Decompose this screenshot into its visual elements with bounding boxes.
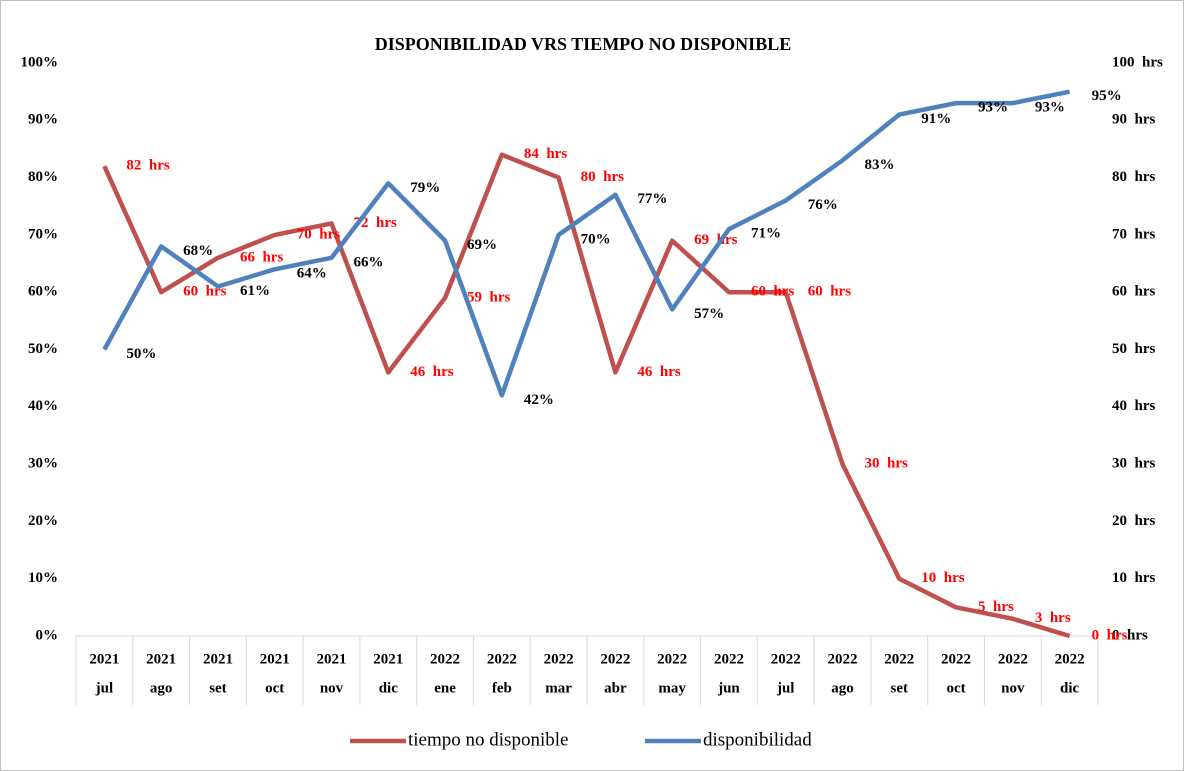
x-tick-label: may [658, 680, 686, 696]
y-tick-label: 20% [28, 513, 58, 529]
y2-tick-label: 100 hrs [1112, 54, 1163, 70]
data-label: 60 hrs [751, 284, 795, 300]
data-label: 72 hrs [354, 215, 398, 231]
y2-tick-label: 0 hrs [1112, 627, 1148, 643]
data-label: 79% [410, 180, 440, 196]
y-tick-label: 80% [28, 169, 58, 185]
data-label: 46 hrs [637, 364, 681, 380]
series-line [102, 89, 1071, 398]
y-tick-label: 40% [28, 398, 58, 414]
data-label: 66% [354, 254, 384, 270]
y-tick-label: 10% [28, 570, 58, 586]
x-tick-label: nov [1001, 680, 1025, 696]
x-tick-year: 2022 [884, 651, 914, 667]
data-label: 50% [126, 346, 156, 362]
x-tick-label: mar [545, 680, 572, 696]
y2-tick-label: 70 hrs [1112, 226, 1156, 242]
y-tick-label: 50% [28, 341, 58, 357]
x-tick-label: nov [320, 680, 344, 696]
legend-label: tiempo no disponible [408, 729, 568, 750]
data-label: 3 hrs [1035, 610, 1071, 626]
x-tick-label: ago [150, 680, 173, 696]
x-tick-label: feb [492, 680, 512, 696]
x-tick-year: 2022 [487, 651, 517, 667]
data-label: 57% [694, 306, 724, 322]
x-tick-label: ago [831, 680, 854, 696]
x-tick-label: abr [604, 680, 627, 696]
data-label: 93% [978, 100, 1008, 116]
x-tick-label: ene [434, 680, 456, 696]
x-tick-year: 2022 [430, 651, 460, 667]
y2-tick-label: 20 hrs [1112, 513, 1156, 529]
y2-tick-label: 40 hrs [1112, 398, 1156, 414]
series-line [102, 152, 1071, 639]
x-tick-label: set [891, 680, 909, 696]
y-tick-label: 70% [28, 226, 58, 242]
y2-tick-label: 50 hrs [1112, 341, 1156, 357]
x-tick-label: jul [776, 680, 795, 696]
data-label: 10 hrs [921, 570, 965, 586]
data-label: 71% [751, 226, 781, 242]
y2-tick-label: 60 hrs [1112, 284, 1156, 300]
data-label: 84 hrs [524, 146, 568, 162]
x-tick-year: 2022 [828, 651, 858, 667]
x-tick-year: 2021 [89, 651, 119, 667]
y-tick-label: 0% [36, 627, 59, 643]
y-tick-label: 90% [28, 112, 58, 128]
x-tick-year: 2022 [657, 651, 687, 667]
data-label: 46 hrs [410, 364, 454, 380]
data-label: 5 hrs [978, 599, 1014, 615]
data-label: 95% [1092, 88, 1122, 104]
y-tick-label: 100% [21, 54, 59, 70]
x-tick-label: oct [946, 680, 965, 696]
x-tick-year: 2022 [600, 651, 630, 667]
x-tick-year: 2021 [373, 651, 403, 667]
data-label: 93% [1035, 100, 1065, 116]
data-label: 70% [581, 231, 611, 247]
x-tick-year: 2022 [771, 651, 801, 667]
data-label: 60 hrs [808, 284, 852, 300]
data-label: 61% [240, 283, 270, 299]
x-tick-year: 2022 [998, 651, 1028, 667]
data-label: 42% [524, 392, 554, 408]
data-label: 76% [808, 197, 838, 213]
x-tick-label: dic [379, 680, 399, 696]
x-tick-year: 2022 [941, 651, 971, 667]
x-tick-label: jul [95, 680, 114, 696]
y2-tick-label: 90 hrs [1112, 112, 1156, 128]
x-tick-label: dic [1060, 680, 1080, 696]
data-label: 80 hrs [581, 169, 625, 185]
x-tick-year: 2022 [714, 651, 744, 667]
x-tick-year: 2022 [544, 651, 574, 667]
data-label: 83% [865, 157, 895, 173]
y2-tick-label: 10 hrs [1112, 570, 1156, 586]
data-label: 70 hrs [297, 226, 341, 242]
data-label: 64% [297, 266, 327, 282]
y2-tick-label: 80 hrs [1112, 169, 1156, 185]
data-label: 77% [637, 191, 667, 207]
x-tick-year: 2021 [146, 651, 176, 667]
legend-label: disponibilidad [703, 729, 812, 750]
data-label: 59 hrs [467, 289, 511, 305]
data-label: 0 hrs [1092, 627, 1128, 643]
data-label: 66 hrs [240, 249, 284, 265]
y2-tick-label: 30 hrs [1112, 456, 1156, 472]
x-tick-year: 2022 [1055, 651, 1085, 667]
chart-title: DISPONIBILIDAD VRS TIEMPO NO DISPONIBLE [375, 34, 791, 54]
data-label: 69% [467, 237, 497, 253]
x-tick-year: 2021 [203, 651, 233, 667]
x-tick-year: 2021 [317, 651, 347, 667]
x-tick-label: set [209, 680, 227, 696]
x-tick-year: 2021 [260, 651, 290, 667]
y-tick-label: 60% [28, 284, 58, 300]
data-label: 30 hrs [865, 456, 909, 472]
y-tick-label: 30% [28, 456, 58, 472]
data-label: 68% [183, 243, 213, 259]
x-tick-label: oct [265, 680, 284, 696]
x-tick-label: jun [717, 680, 740, 696]
data-label: 91% [921, 111, 951, 127]
data-label: 82 hrs [126, 158, 170, 174]
